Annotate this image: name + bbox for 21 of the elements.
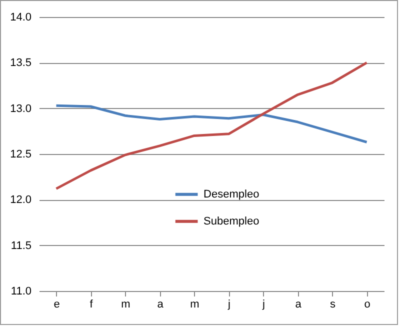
x-tick-label: j — [227, 298, 230, 310]
x-tick-label: m — [190, 298, 200, 310]
y-tick-label: 12.0 — [10, 194, 32, 206]
y-tick-label: 14.0 — [10, 12, 32, 24]
y-tick-label: 13.5 — [10, 57, 32, 70]
line-series — [55, 104, 368, 144]
y-tick-label: 11.0 — [10, 286, 32, 298]
x-tick-label: j — [262, 298, 265, 310]
x-tick-label: a — [295, 298, 302, 310]
line-series — [55, 61, 368, 190]
x-tick-label: a — [157, 298, 164, 310]
x-tick-label: f — [90, 298, 94, 310]
x-tick-label: o — [364, 298, 370, 310]
x-tick-label: s — [330, 298, 336, 310]
y-tick-label: 11.5 — [10, 240, 32, 252]
x-tick-label: e — [54, 298, 60, 310]
legend-label: Subempleo — [204, 215, 260, 228]
legend-label: Desempleo — [204, 188, 260, 200]
y-tick-label: 13.0 — [10, 102, 32, 115]
y-tick-label: 12.5 — [10, 148, 32, 160]
x-tick-label: m — [121, 298, 130, 310]
